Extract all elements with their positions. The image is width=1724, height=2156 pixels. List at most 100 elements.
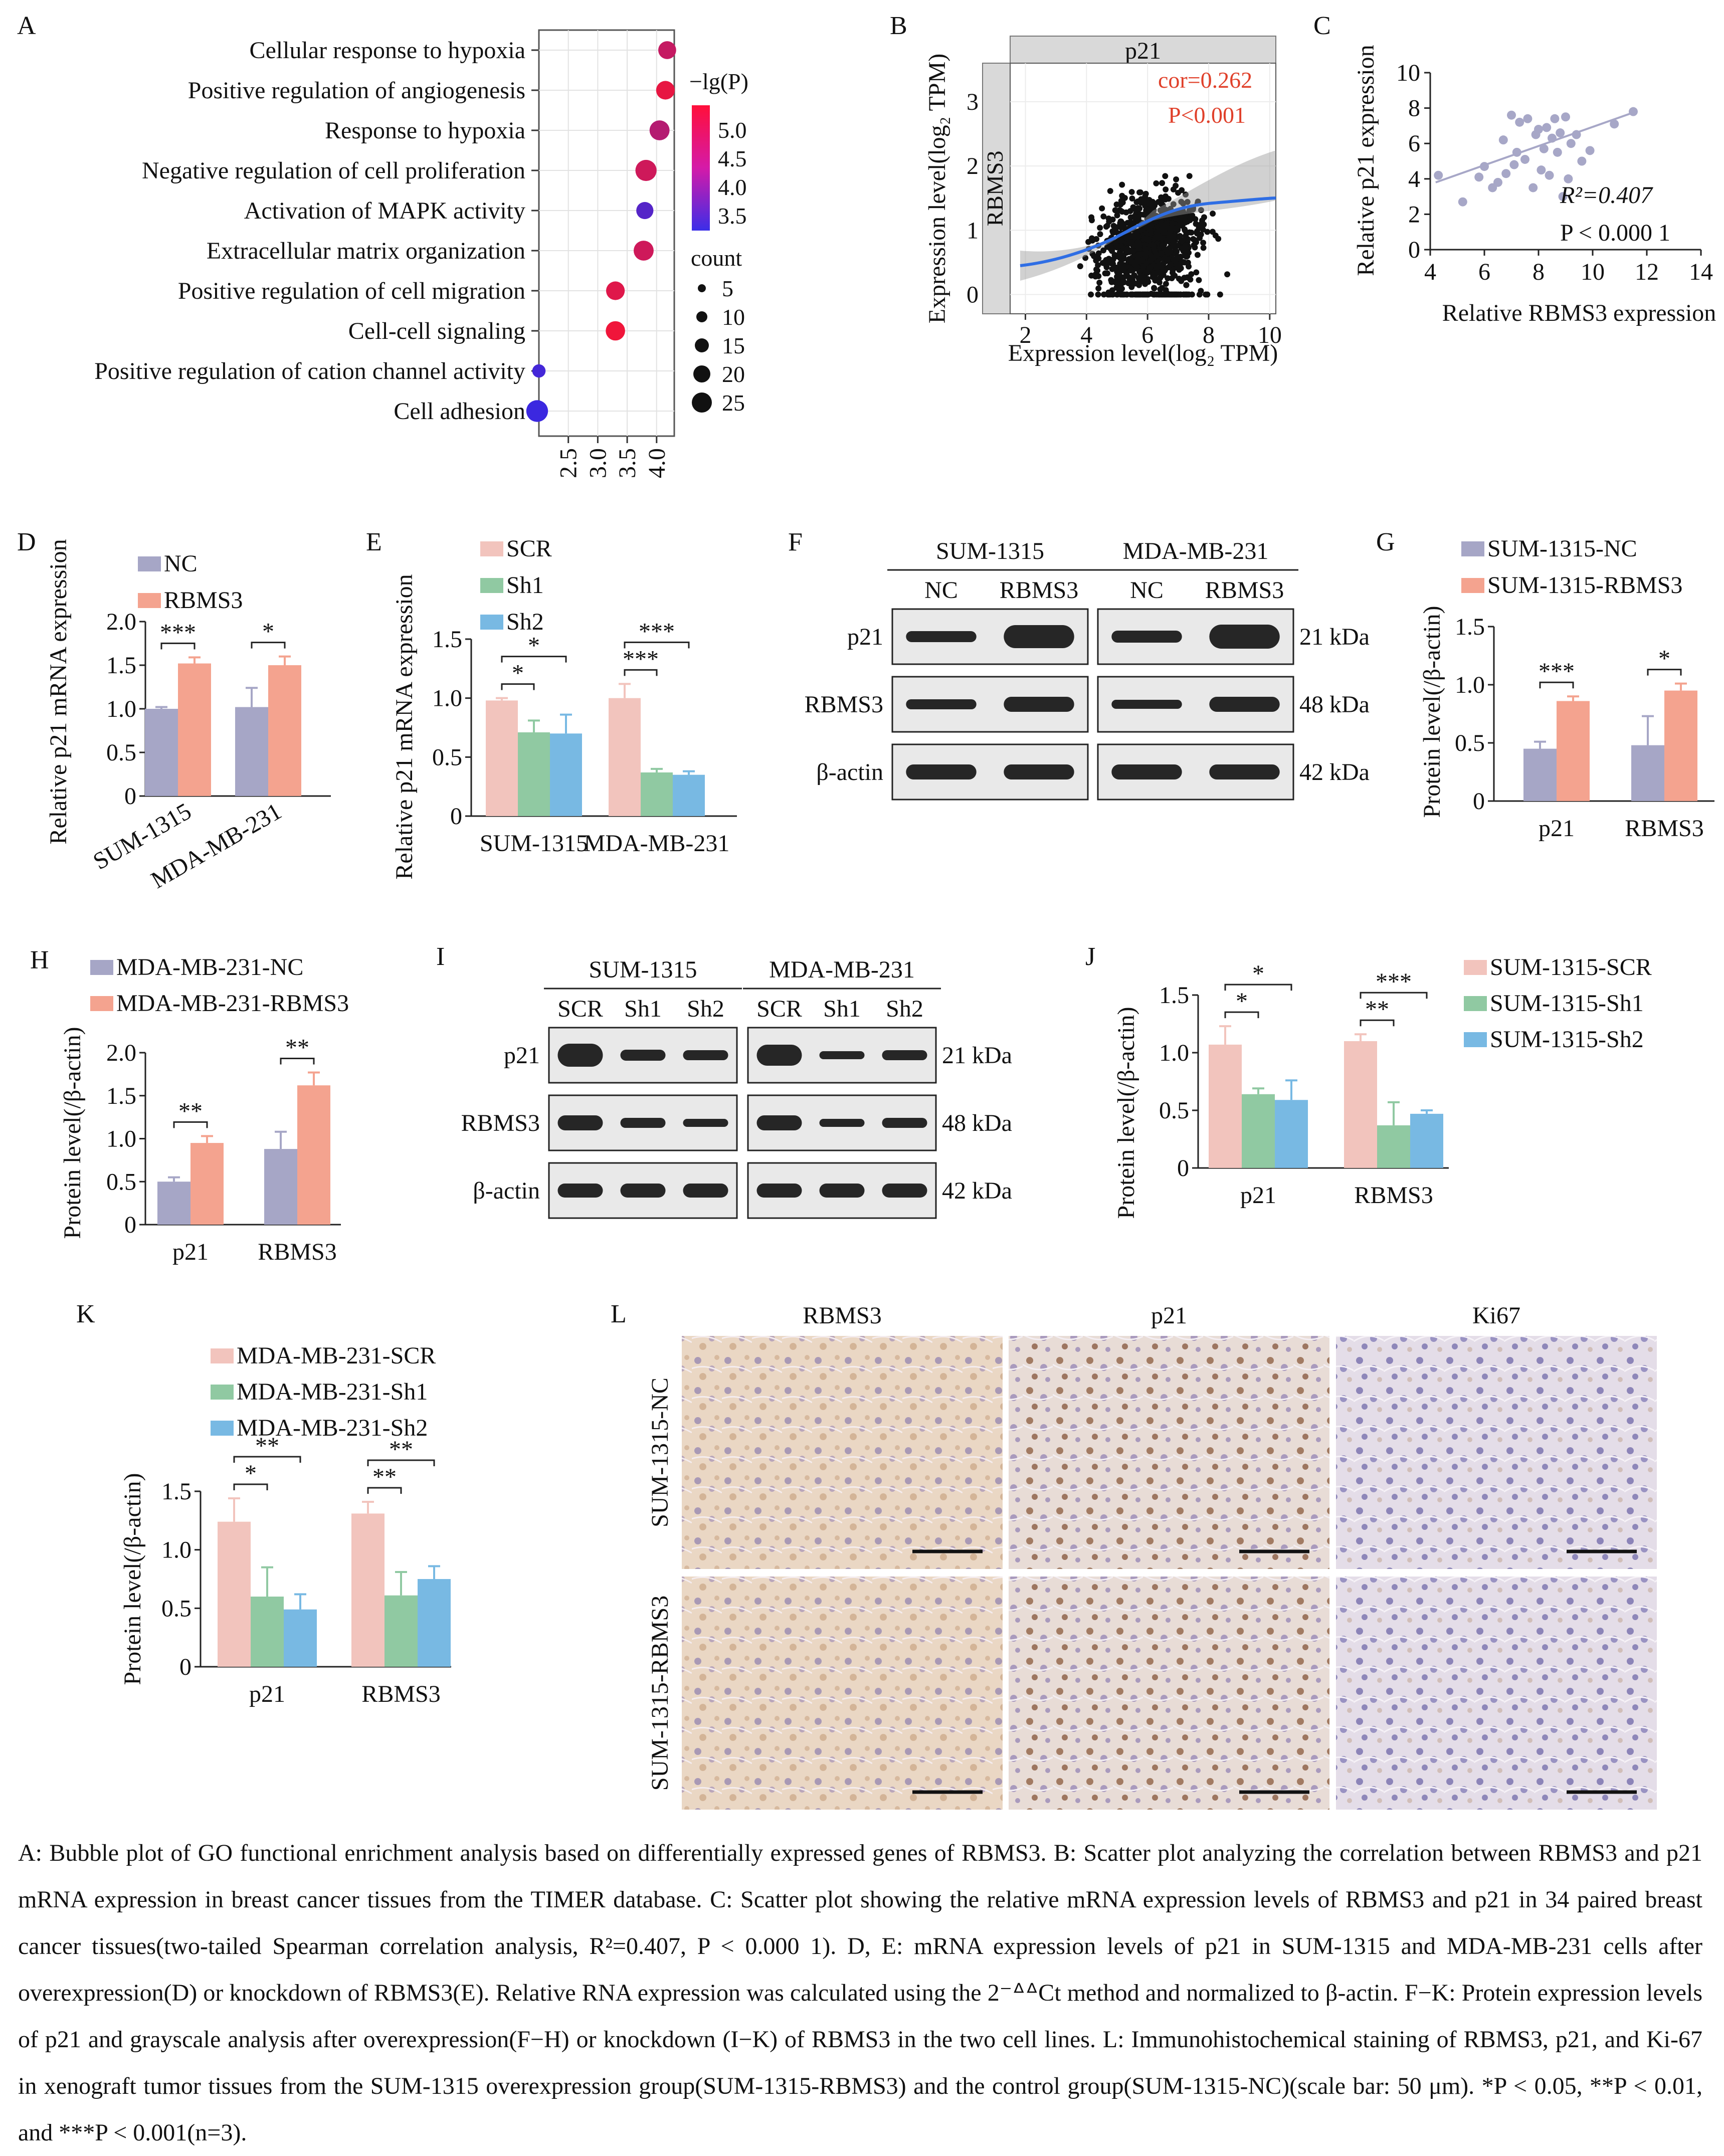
c-point (1480, 162, 1489, 171)
bar-y-tick-label: 0.5 (106, 1168, 136, 1195)
bar (550, 733, 582, 816)
significance-bracket (1360, 992, 1428, 999)
a-count-bubble (693, 365, 710, 382)
a-bubble (635, 159, 657, 181)
panel-f: F SUM-1315 MDA-MB-231 NC RBMS3 NC RBMS3 p21 21 … (788, 528, 1370, 801)
c-point (1458, 197, 1467, 207)
a-colorbar-tick-label: 4.0 (718, 174, 747, 200)
b-point (1163, 287, 1169, 293)
c-x-tick-label: 14 (1689, 259, 1713, 285)
b-point (1189, 291, 1195, 298)
c-axes: 4 6 8 10 12 14 0 2 4 6 8 10 (1396, 60, 1713, 285)
b-y-tick-label: 3 (967, 89, 979, 115)
b-x-tick-label: 4 (1080, 322, 1092, 348)
a-term-label: Cellular response to hypoxia (249, 37, 525, 64)
a-legend-title: −lg(P) (689, 69, 748, 94)
blot-group-label: MDA-MB-231 (769, 956, 915, 983)
legend-swatch (90, 960, 113, 975)
b-point (1100, 247, 1106, 254)
bar (673, 774, 705, 816)
bar-y-tick-label: 1.5 (1455, 614, 1485, 640)
b-point (1095, 250, 1102, 257)
h-chart: 0 0.5 1.0 1.5 2.0 ** p21 ** RBMS3 (106, 1034, 341, 1265)
a-bubbles (526, 41, 676, 422)
b-point (1210, 211, 1216, 217)
b-point (1203, 291, 1209, 298)
bar-y-tick-label: 1.0 (161, 1537, 191, 1563)
blot-band (1209, 625, 1280, 649)
c-point (1545, 170, 1554, 180)
b-point (1224, 271, 1231, 278)
b-point (1118, 264, 1124, 271)
b-x-tick-label: 8 (1203, 322, 1215, 348)
c-y-tick-label: 10 (1396, 60, 1420, 86)
a-colorbar-tick-label: 5.0 (718, 117, 747, 143)
c-point (1474, 172, 1484, 182)
b-cor-text: cor=0.262 (1158, 67, 1252, 93)
c-point (1520, 154, 1529, 164)
b-point (1088, 217, 1095, 224)
b-point (1099, 260, 1106, 266)
blot-band (1209, 697, 1280, 712)
legend-swatch (480, 541, 503, 556)
blot-band (620, 1050, 666, 1061)
b-point (1162, 173, 1169, 179)
b-point (1136, 206, 1143, 212)
b-point (1128, 284, 1135, 290)
b-point (1146, 226, 1153, 232)
c-point (1553, 147, 1562, 157)
a-x-tick-label: 2.5 (555, 448, 582, 478)
bar (1631, 745, 1664, 801)
b-point (1117, 201, 1124, 208)
bar-category-label: RBMS3 (1354, 1182, 1433, 1209)
blot-kda-label: 21 kDa (942, 1042, 1012, 1069)
b-point (1159, 250, 1165, 257)
bar (251, 1597, 284, 1667)
panel-label-c: C (1313, 12, 1331, 40)
legend-label: SUM-1315-NC (1487, 535, 1637, 562)
significance-label: ** (389, 1436, 413, 1463)
c-point (1572, 130, 1581, 139)
b-point (1148, 211, 1155, 217)
bar-y-tick-label: 2.0 (106, 1040, 136, 1066)
c-x-tick-label: 4 (1424, 259, 1436, 285)
b-point (1212, 232, 1219, 239)
b-x-tick-label: 2 (1019, 322, 1031, 348)
legend-label: MDA-MB-231-Sh2 (237, 1415, 428, 1441)
b-point (1201, 221, 1207, 228)
a-term-label: Activation of MAPK activity (244, 198, 525, 224)
c-x-tick-label: 6 (1478, 259, 1490, 285)
blot-group-label: SUM-1315 (936, 538, 1044, 564)
bar (190, 1143, 224, 1225)
b-point (1153, 252, 1160, 258)
b-point (1152, 247, 1158, 254)
b-point (1112, 207, 1118, 214)
legend-label: NC (164, 550, 198, 577)
bar (486, 700, 518, 816)
b-point (1113, 277, 1120, 283)
a-term-labels: Cellular response to hypoxia Positive reg… (94, 37, 539, 425)
bar-category-label: p21 (172, 1239, 209, 1265)
significance-bracket (1647, 669, 1682, 676)
bar-category-label: RBMS3 (258, 1239, 336, 1265)
b-point (1107, 243, 1114, 249)
b-point (1099, 205, 1105, 212)
a-count-bubble (692, 393, 712, 413)
b-point (1152, 235, 1158, 241)
significance-label: ** (1365, 996, 1389, 1023)
ihc-row-label: SUM-1315-NC (647, 1378, 673, 1527)
blot-band (1004, 625, 1074, 648)
c-point (1493, 177, 1502, 187)
b-point (1127, 214, 1134, 221)
b-point (1144, 291, 1151, 298)
a-count-label: 10 (722, 304, 745, 330)
c-point (1550, 114, 1560, 123)
ihc-image (1009, 1577, 1329, 1810)
blot-kda-label: 48 kDa (942, 1110, 1012, 1136)
bar (1242, 1094, 1275, 1168)
significance-bracket (1539, 681, 1574, 689)
b-point (1177, 233, 1183, 239)
blot-band (882, 1184, 927, 1198)
legend-label: MDA-MB-231-RBMS3 (116, 990, 349, 1017)
ihc-image (1336, 1336, 1657, 1569)
